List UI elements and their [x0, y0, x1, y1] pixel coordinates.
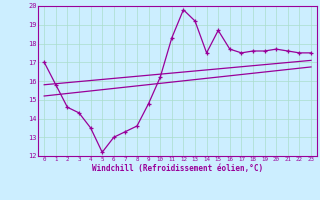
X-axis label: Windchill (Refroidissement éolien,°C): Windchill (Refroidissement éolien,°C): [92, 164, 263, 173]
